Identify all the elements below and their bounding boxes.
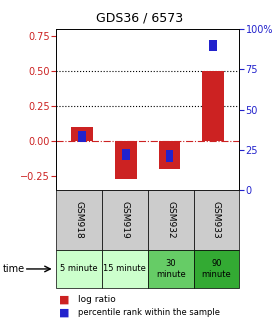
Text: GSM933: GSM933	[212, 201, 221, 239]
Text: 30
minute: 30 minute	[156, 259, 186, 279]
Bar	[122, 149, 130, 160]
Bar	[115, 141, 137, 179]
Text: GSM919: GSM919	[120, 201, 129, 239]
Bar	[209, 40, 217, 51]
Bar	[158, 141, 180, 169]
Text: percentile rank within the sample: percentile rank within the sample	[78, 308, 220, 317]
Bar	[165, 150, 174, 162]
Text: 5 minute: 5 minute	[60, 265, 98, 273]
Text: 15 minute: 15 minute	[103, 265, 146, 273]
Text: time: time	[3, 264, 25, 274]
Bar	[78, 131, 86, 142]
Text: 90
minute: 90 minute	[202, 259, 231, 279]
Text: ■: ■	[59, 294, 69, 304]
Text: ■: ■	[59, 307, 69, 317]
Text: GDS36 / 6573: GDS36 / 6573	[96, 11, 184, 25]
Text: log ratio: log ratio	[78, 295, 116, 304]
Bar	[202, 71, 224, 141]
Text: GSM918: GSM918	[74, 201, 83, 239]
Text: GSM932: GSM932	[166, 201, 175, 239]
Bar	[71, 127, 93, 141]
